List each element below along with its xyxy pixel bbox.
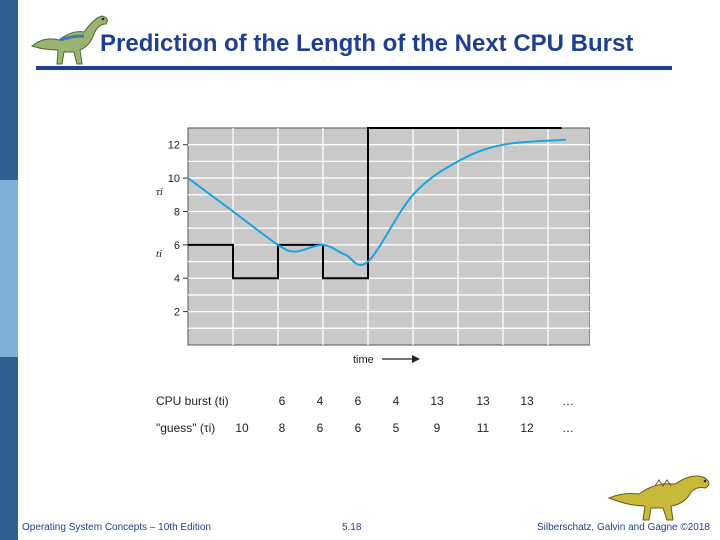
dinosaur-logo-icon <box>30 15 108 65</box>
title-divider <box>36 66 672 70</box>
cpu-burst-series-line <box>188 127 562 280</box>
y-tick-label: 10 <box>168 173 180 185</box>
cpu-burst-chart: 2 4 6 8 10 12 τi ti time <box>156 127 590 366</box>
cpu-burst-value: 13 <box>430 394 444 408</box>
y-tick-label: 12 <box>168 140 180 152</box>
sidebar-bottom-band <box>0 357 18 540</box>
y-tick-label: 4 <box>174 273 180 285</box>
y-tick-label: 6 <box>174 240 180 252</box>
prediction-table: CPU burst (ti) 6 4 6 4 13 13 13 … "guess" (τi) 10 8… <box>156 394 574 435</box>
cpu-burst-value: 6 <box>355 394 362 408</box>
guess-series-line <box>187 138 567 267</box>
cpu-burst-row-label: CPU burst (ti) <box>156 394 229 408</box>
guess-value: 9 <box>434 421 441 435</box>
guess-value: 6 <box>355 421 362 435</box>
guess-value: 10 <box>235 421 249 435</box>
guess-ellipsis: … <box>562 421 574 435</box>
cpu-burst-value: 13 <box>476 394 490 408</box>
time-arrowhead <box>412 355 420 363</box>
plot-background <box>187 127 590 346</box>
guess-value: 8 <box>279 421 286 435</box>
y-axis-label-burst: ti <box>156 248 162 260</box>
footer-copyright: Silberschatz, Galvin and Gagne ©2018 <box>536 522 710 533</box>
x-axis-label: time <box>353 354 374 366</box>
sidebar-top-band <box>0 0 18 180</box>
sidebar-middle-band <box>0 180 18 357</box>
guess-value: 12 <box>520 421 534 435</box>
guess-value: 11 <box>477 421 490 435</box>
guess-row-label: "guess" (τi) <box>156 421 215 435</box>
y-tick-label: 2 <box>174 307 180 319</box>
dinosaur-logo-icon <box>607 475 710 521</box>
y-tick-label: 8 <box>174 206 180 218</box>
footer-book-title: Operating System Concepts – 10th Edition <box>22 522 211 533</box>
left-sidebar <box>0 0 18 540</box>
cpu-burst-value: 13 <box>520 394 534 408</box>
cpu-burst-ellipsis: … <box>562 394 574 408</box>
slide-title: Prediction of the Length of the Next CPU… <box>100 30 634 57</box>
cpu-burst-value: 4 <box>393 394 400 408</box>
y-axis-label-guess: τi <box>156 186 163 198</box>
guess-value: 6 <box>317 421 324 435</box>
guess-value: 5 <box>393 421 400 435</box>
cpu-burst-value: 4 <box>317 394 324 408</box>
footer-page-number: 5.18 <box>342 522 362 533</box>
cpu-burst-value: 6 <box>279 394 286 408</box>
